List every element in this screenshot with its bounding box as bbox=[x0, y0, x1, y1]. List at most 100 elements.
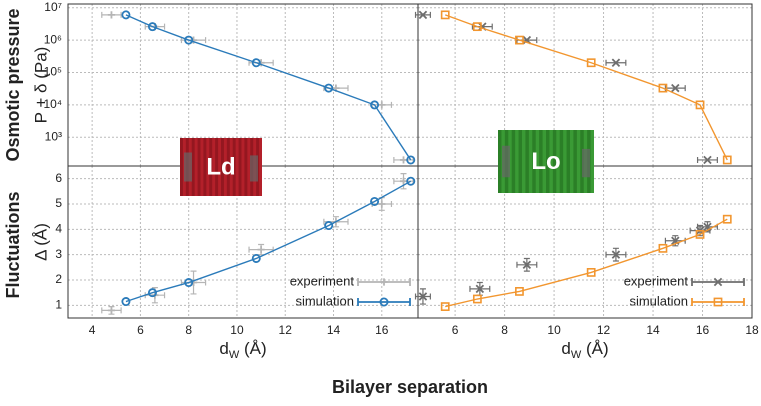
marker bbox=[475, 284, 485, 294]
y-tick-label: 4 bbox=[55, 222, 62, 236]
y-tick-label: 5 bbox=[55, 196, 62, 210]
marker bbox=[713, 297, 723, 307]
membrane-stripe bbox=[559, 130, 564, 193]
legend-label: experiment bbox=[624, 273, 689, 288]
x-tick-label: 10 bbox=[230, 323, 244, 337]
y-tick-label: 10⁷ bbox=[44, 0, 62, 14]
x-tick-label: 16 bbox=[696, 323, 710, 337]
membrane-spot bbox=[502, 145, 510, 178]
marker bbox=[713, 277, 723, 287]
marker bbox=[722, 155, 732, 165]
legend-line bbox=[357, 298, 411, 306]
marker bbox=[472, 22, 482, 32]
membrane-stripe bbox=[566, 130, 570, 193]
figure-xlabel: Bilayer separation bbox=[332, 377, 488, 397]
marker bbox=[380, 278, 388, 286]
marker bbox=[251, 58, 261, 68]
marker bbox=[379, 297, 389, 307]
marker bbox=[611, 58, 621, 67]
marker bbox=[515, 35, 524, 45]
membrane-stripe bbox=[215, 138, 219, 196]
marker bbox=[147, 288, 157, 298]
x-tick-label: 8 bbox=[501, 323, 508, 337]
legend-label: experiment bbox=[290, 273, 355, 288]
marker bbox=[515, 286, 524, 296]
x-tick-label: 14 bbox=[646, 323, 660, 337]
membrane-stripe bbox=[191, 138, 195, 196]
marker bbox=[251, 253, 261, 263]
marker bbox=[658, 83, 668, 93]
marker bbox=[418, 10, 428, 20]
x-label-unit: (Å) bbox=[581, 339, 608, 358]
marker bbox=[586, 58, 596, 68]
marker bbox=[378, 200, 386, 208]
marker bbox=[611, 250, 621, 259]
x-axis-label: dW (Å) bbox=[561, 339, 608, 360]
x-tick-label: 18 bbox=[745, 323, 759, 337]
y-tick-label: 10⁴ bbox=[43, 97, 62, 111]
row-label: Fluctuations bbox=[3, 192, 23, 299]
marker bbox=[406, 155, 416, 165]
x-label-symbol: d bbox=[219, 339, 228, 358]
marker bbox=[658, 243, 668, 253]
membrane-stripe bbox=[203, 138, 207, 196]
marker bbox=[522, 260, 532, 270]
membrane-spot bbox=[184, 152, 192, 182]
membrane-stripe bbox=[180, 138, 183, 196]
membrane-stripe bbox=[232, 138, 236, 196]
y-tick-label: 2 bbox=[55, 272, 62, 286]
x-label-unit: (Å) bbox=[239, 339, 266, 358]
membrane-stripe bbox=[197, 138, 201, 196]
marker bbox=[406, 176, 416, 186]
membrane-stripe bbox=[573, 130, 577, 193]
series-line bbox=[125, 14, 412, 161]
marker bbox=[418, 292, 428, 301]
x-axis-label: dW (Å) bbox=[219, 339, 266, 360]
marker bbox=[147, 22, 157, 32]
x-label-subscript: W bbox=[571, 349, 582, 361]
marker bbox=[324, 221, 334, 231]
marker bbox=[370, 196, 380, 206]
membrane-stripe bbox=[518, 130, 522, 193]
x-tick-label: 8 bbox=[185, 323, 192, 337]
marker bbox=[107, 11, 116, 19]
marker bbox=[695, 100, 705, 110]
row-label: Osmotic pressure bbox=[3, 8, 23, 161]
membrane-stripe bbox=[525, 130, 529, 193]
marker bbox=[189, 36, 198, 44]
marker bbox=[722, 214, 732, 224]
image-label: Ld bbox=[206, 153, 235, 180]
marker bbox=[378, 101, 386, 109]
series-line bbox=[445, 218, 728, 308]
marker bbox=[440, 10, 450, 20]
x-tick-label: 16 bbox=[375, 323, 389, 337]
x-tick-label: 12 bbox=[597, 323, 611, 337]
image-label: Lo bbox=[531, 148, 560, 175]
membrane-stripe bbox=[539, 130, 543, 193]
legend-line bbox=[691, 298, 745, 306]
x-tick-label: 10 bbox=[547, 323, 561, 337]
legend-label: simulation bbox=[629, 293, 688, 308]
marker bbox=[184, 35, 194, 45]
y-tick-label: 1 bbox=[55, 298, 62, 312]
legend-label: simulation bbox=[295, 293, 354, 308]
x-tick-label: 4 bbox=[89, 323, 96, 337]
marker bbox=[399, 177, 408, 185]
marker bbox=[703, 155, 712, 165]
membrane-stripe bbox=[238, 138, 242, 196]
y-axis-label: P + δ (Pa) bbox=[31, 47, 50, 124]
marker bbox=[257, 246, 265, 254]
y-axis-label: Δ (Å) bbox=[31, 223, 50, 261]
membrane-stripe bbox=[209, 138, 213, 196]
marker bbox=[184, 278, 194, 288]
x-tick-label: 14 bbox=[327, 323, 341, 337]
membrane-spot bbox=[250, 155, 258, 182]
membrane-stripe bbox=[532, 130, 536, 193]
y-tick-label: 3 bbox=[55, 247, 62, 261]
x-tick-label: 6 bbox=[452, 323, 459, 337]
marker bbox=[695, 230, 705, 239]
membrane-stripe bbox=[244, 138, 248, 196]
marker bbox=[121, 297, 131, 307]
y-tick-label: 6 bbox=[55, 171, 62, 185]
